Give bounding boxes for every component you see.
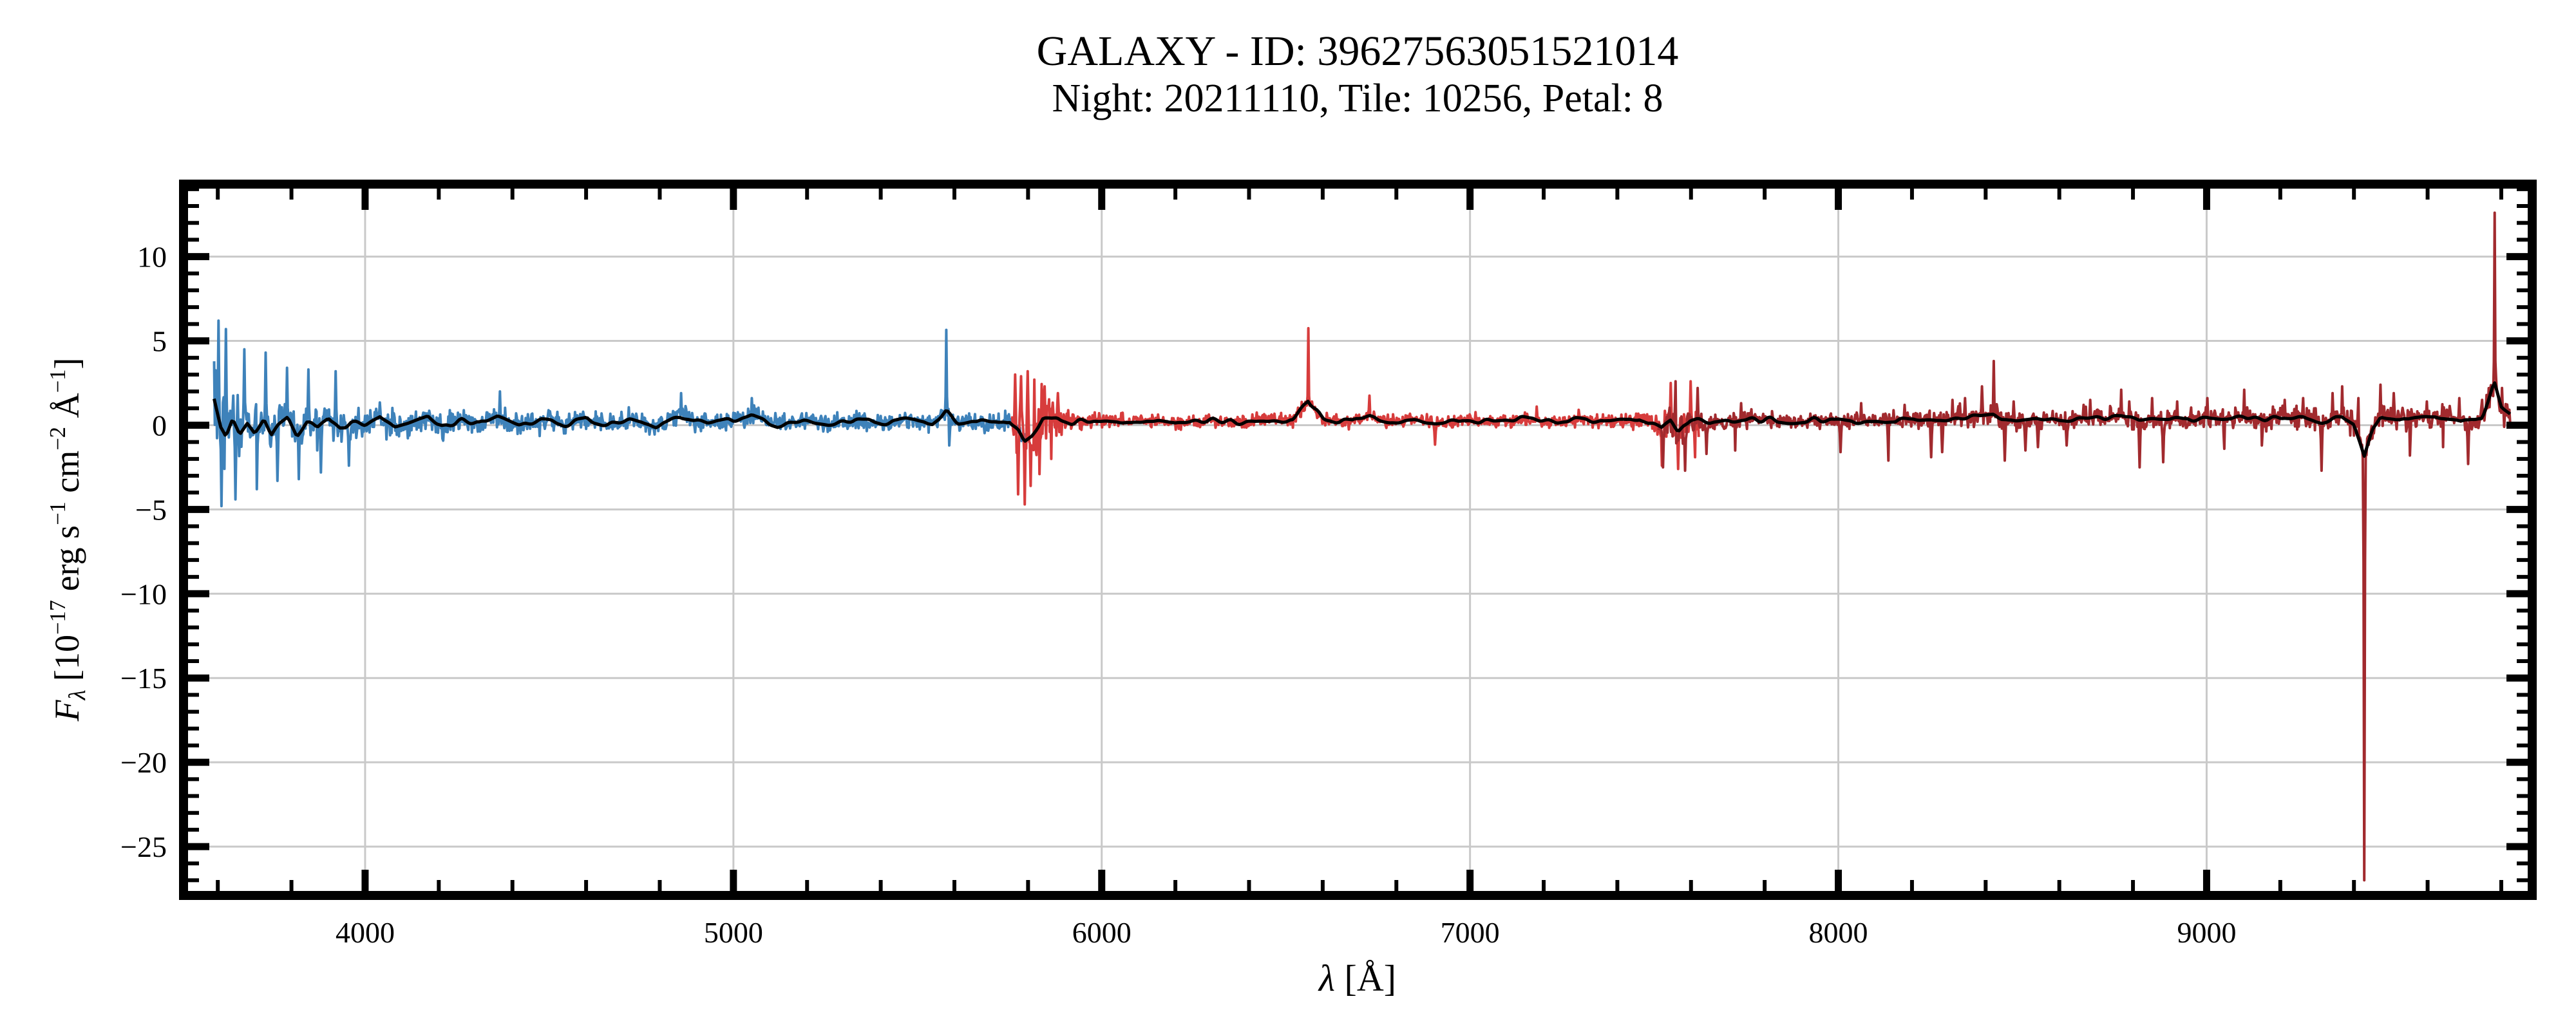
- axis-label-part: λ: [1318, 957, 1336, 999]
- x-tick-label: 8000: [1809, 916, 1868, 949]
- plot-subtitle: Night: 20211110, Tile: 10256, Petal: 8: [1052, 77, 1663, 120]
- y-tick-label: 5: [152, 325, 167, 358]
- gridlines: [188, 189, 2528, 891]
- r-arm-spectrum-line: [1010, 326, 1700, 506]
- axis-ticks: [187, 187, 2528, 892]
- coadd-smoothed-line: [213, 381, 2512, 458]
- axes-spines: [179, 180, 2537, 900]
- z-arm-spectrum-line: [1657, 211, 2512, 882]
- x-tick-label: 9000: [2177, 916, 2236, 949]
- x-tick-label: 7000: [1441, 916, 1500, 949]
- y-tick-label: 10: [137, 241, 167, 274]
- y-tick-label: −5: [135, 493, 167, 526]
- x-tick-label: 6000: [1072, 916, 1132, 949]
- y-tick-label: −20: [120, 746, 167, 779]
- plot-title: GALAXY - ID: 39627563051521014: [1036, 28, 1679, 75]
- y-tick-label: 0: [152, 409, 167, 442]
- x-tick-label: 5000: [704, 916, 763, 949]
- y-tick-label: −15: [120, 662, 167, 695]
- y-tick-label: −25: [120, 830, 167, 863]
- x-tick-label: 4000: [336, 916, 395, 949]
- x-axis-label: λ [Å]: [1319, 957, 1396, 1000]
- axis-tick-labels: 4000 5000 6000 7000 8000 9000 −25 −20 −15 −10 −5 0 5…: [120, 241, 2236, 949]
- b-arm-spectrum-line: [213, 319, 1027, 508]
- axis-label-part: [Å]: [1335, 957, 1397, 999]
- y-tick-label: −10: [120, 577, 167, 610]
